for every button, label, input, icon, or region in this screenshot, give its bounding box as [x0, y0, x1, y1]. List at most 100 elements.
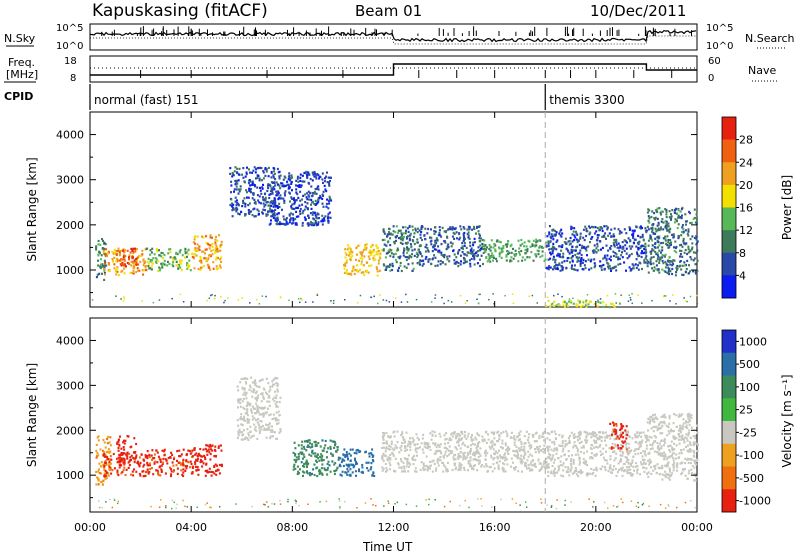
- power-cell: [184, 248, 186, 250]
- power-cell: [397, 232, 399, 234]
- power-cell: [194, 253, 196, 255]
- power-cell: [613, 305, 615, 307]
- power-cell: [639, 262, 641, 264]
- velocity-cell: [587, 472, 589, 474]
- power-cell: [408, 231, 410, 233]
- velocity-cell: [400, 449, 402, 451]
- power-cell: [257, 177, 259, 179]
- velocity-cell: [596, 454, 598, 456]
- velocity-cell: [275, 417, 277, 419]
- power-cell: [663, 222, 665, 224]
- velocity-cell: [628, 443, 630, 445]
- power-cell: [671, 273, 673, 275]
- velocity-cell: [389, 457, 391, 459]
- power-cell: [379, 257, 381, 259]
- velocity-cell: [461, 433, 463, 435]
- velocity-cell: [237, 430, 239, 432]
- velocity-cell: [143, 475, 145, 477]
- velocity-cell: [543, 432, 545, 434]
- power-cell: [629, 245, 631, 247]
- power-cell: [494, 249, 496, 251]
- velocity-cell: [382, 432, 384, 434]
- velocity-cell: [269, 422, 271, 424]
- power-cell: [312, 174, 314, 176]
- velocity-cell: [255, 403, 257, 405]
- power-speckle: [379, 294, 381, 296]
- velocity-cell: [640, 461, 642, 463]
- power-cell: [607, 235, 609, 237]
- velocity-cell: [182, 459, 184, 461]
- power-cell: [464, 258, 466, 260]
- velocity-cell: [118, 454, 120, 456]
- power-cell: [613, 235, 615, 237]
- power-cell: [689, 270, 691, 272]
- power-speckle: [513, 303, 515, 305]
- power-cell: [214, 252, 216, 254]
- velocity-cell: [162, 450, 164, 452]
- velocity-cell: [612, 469, 614, 471]
- velocity-cell: [258, 411, 260, 413]
- power-cell: [658, 244, 660, 246]
- velocity-cell: [293, 466, 295, 468]
- velocity-cell: [372, 471, 374, 473]
- velocity-cell: [643, 463, 645, 465]
- velocity-cell: [391, 452, 393, 454]
- power-cell: [101, 273, 103, 275]
- velocity-cell: [621, 469, 623, 471]
- power-speckle: [651, 300, 653, 302]
- power-cell: [259, 178, 261, 180]
- velocity-cell: [237, 406, 239, 408]
- velocity-cell: [330, 453, 332, 455]
- power-cell: [478, 230, 480, 232]
- power-cell: [566, 260, 568, 262]
- velocity-cell: [551, 441, 553, 443]
- power-cell: [585, 302, 587, 304]
- velocity-cell: [635, 462, 637, 464]
- power-cell: [395, 259, 397, 261]
- power-cell: [632, 230, 634, 232]
- velocity-cell: [197, 455, 199, 457]
- velocity-cell: [575, 469, 577, 471]
- power-cell: [279, 223, 281, 225]
- power-cell: [624, 244, 626, 246]
- velocity-cell: [515, 455, 517, 457]
- velocity-cell: [108, 468, 110, 470]
- velocity-cell: [551, 431, 553, 433]
- power-cell: [268, 175, 270, 177]
- power-cell: [393, 241, 395, 243]
- velocity-cell: [249, 403, 251, 405]
- power-cell: [420, 234, 422, 236]
- velocity-cell: [539, 445, 541, 447]
- velocity-cell: [488, 439, 490, 441]
- velocity-cell: [625, 469, 627, 471]
- velocity-cell: [197, 474, 199, 476]
- velocity-cell: [107, 442, 109, 444]
- power-cell: [502, 247, 504, 249]
- power-cell: [679, 265, 681, 267]
- power-cell: [302, 180, 304, 182]
- velocity-cell: [408, 466, 410, 468]
- power-cell: [149, 254, 151, 256]
- velocity-cell: [342, 471, 344, 473]
- power-cell: [174, 256, 176, 258]
- power-cell: [268, 194, 270, 196]
- velocity-cell: [469, 450, 471, 452]
- power-cell: [479, 259, 481, 261]
- velocity-cell: [250, 386, 252, 388]
- power-cell: [294, 218, 296, 220]
- velocity-cell: [569, 435, 571, 437]
- velocity-cell: [579, 463, 581, 465]
- power-cell: [587, 245, 589, 247]
- power-colorbar-segment: [722, 275, 736, 298]
- power-cell: [571, 265, 573, 267]
- power-cell: [650, 250, 652, 252]
- power-cell: [323, 206, 325, 208]
- velocity-cell: [183, 449, 185, 451]
- velocity-cell: [444, 438, 446, 440]
- power-cell: [629, 254, 631, 256]
- power-cell: [539, 245, 541, 247]
- power-cell: [488, 259, 490, 261]
- power-cell: [354, 273, 356, 275]
- power-cell: [665, 271, 667, 273]
- velocity-cell: [456, 448, 458, 450]
